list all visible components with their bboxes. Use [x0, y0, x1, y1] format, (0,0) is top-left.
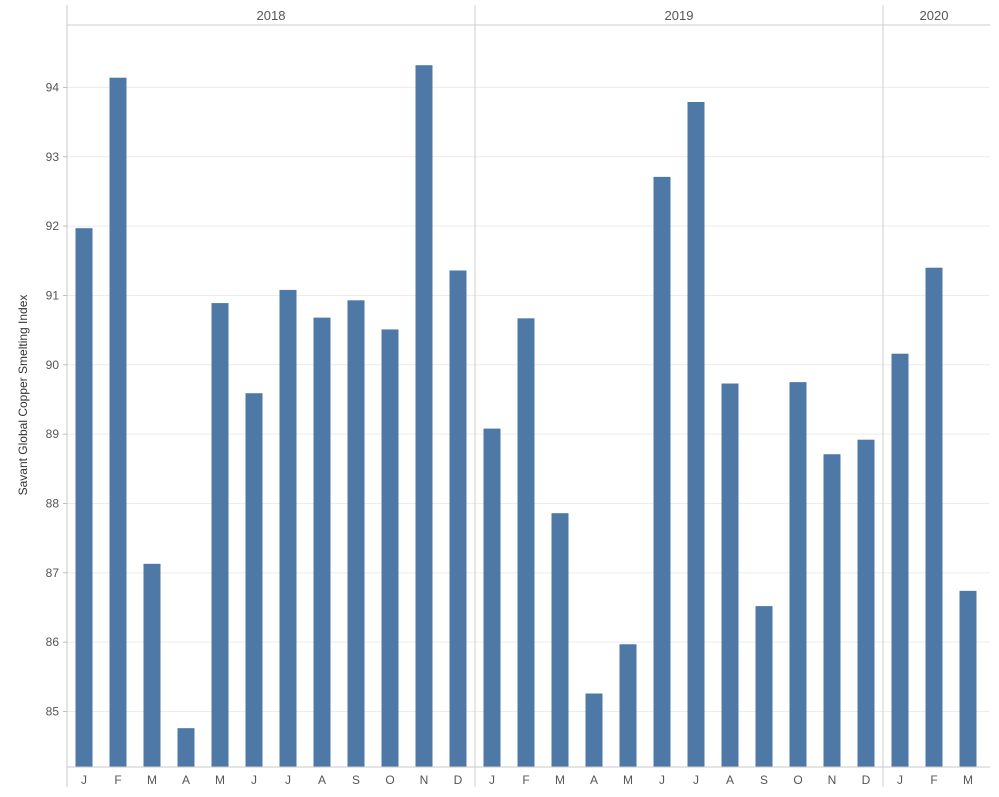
bar	[789, 382, 807, 767]
y-tick-label: 94	[46, 80, 60, 94]
y-tick-label: 89	[46, 427, 60, 441]
bar	[517, 318, 535, 767]
y-tick-label: 92	[46, 219, 60, 233]
x-tick-label: J	[489, 773, 495, 787]
bar	[279, 289, 297, 767]
x-tick-label: A	[182, 773, 190, 787]
bar	[721, 383, 739, 767]
x-tick-label: M	[215, 773, 225, 787]
x-tick-label: D	[862, 773, 871, 787]
x-tick-label: M	[623, 773, 633, 787]
bar	[415, 65, 433, 767]
bar	[959, 590, 977, 767]
x-tick-label: J	[659, 773, 665, 787]
bar	[857, 439, 875, 767]
bar	[211, 303, 229, 767]
x-tick-label: J	[251, 773, 257, 787]
year-header-label: 2018	[257, 8, 286, 23]
x-tick-label: J	[285, 773, 291, 787]
bar	[823, 454, 841, 767]
x-tick-label: A	[726, 773, 734, 787]
bar	[619, 644, 637, 767]
x-tick-label: A	[318, 773, 326, 787]
y-tick-label: 86	[46, 635, 60, 649]
x-tick-label: M	[555, 773, 565, 787]
bar	[347, 300, 365, 767]
x-tick-label: J	[897, 773, 903, 787]
bar	[925, 267, 943, 767]
y-tick-label: 91	[46, 288, 60, 302]
bar	[381, 329, 399, 767]
bar	[891, 353, 909, 767]
y-tick-label: 87	[46, 566, 60, 580]
x-tick-label: M	[963, 773, 973, 787]
x-tick-label: F	[522, 773, 529, 787]
x-tick-label: S	[352, 773, 360, 787]
bar	[313, 317, 331, 767]
x-tick-label: A	[590, 773, 598, 787]
x-tick-label: O	[385, 773, 394, 787]
bar	[143, 563, 161, 767]
bar	[551, 513, 569, 767]
bar	[585, 693, 603, 767]
x-tick-label: F	[930, 773, 937, 787]
bar	[449, 270, 467, 767]
chart-frame	[66, 5, 990, 787]
x-tick-label: J	[693, 773, 699, 787]
x-tick-label: N	[420, 773, 429, 787]
bar	[75, 228, 93, 768]
bar	[483, 428, 501, 767]
y-tick-label: 88	[46, 496, 60, 510]
bar	[687, 101, 705, 768]
bar	[653, 176, 671, 767]
bars	[75, 65, 977, 768]
y-tick-label: 90	[46, 358, 60, 372]
y-tick-label: 93	[46, 150, 60, 164]
y-axis-ticks: 85 86 87 88 89 90 91 92 93 94	[46, 80, 67, 719]
y-axis-title: Savant Global Copper Smelting Index	[16, 295, 30, 496]
bar	[177, 728, 195, 767]
x-tick-label: S	[760, 773, 768, 787]
x-tick-label: F	[114, 773, 121, 787]
y-tick-label: 85	[46, 705, 60, 719]
x-tick-label: O	[793, 773, 802, 787]
x-tick-label: D	[454, 773, 463, 787]
bar	[245, 393, 263, 767]
x-tick-label: J	[81, 773, 87, 787]
year-header-label: 2020	[920, 8, 949, 23]
bar	[109, 77, 127, 767]
x-tick-label: M	[147, 773, 157, 787]
bar	[755, 606, 773, 767]
year-header-label: 2019	[665, 8, 694, 23]
x-tick-label: N	[828, 773, 837, 787]
year-headers: 2018 2019 2020	[257, 8, 949, 23]
